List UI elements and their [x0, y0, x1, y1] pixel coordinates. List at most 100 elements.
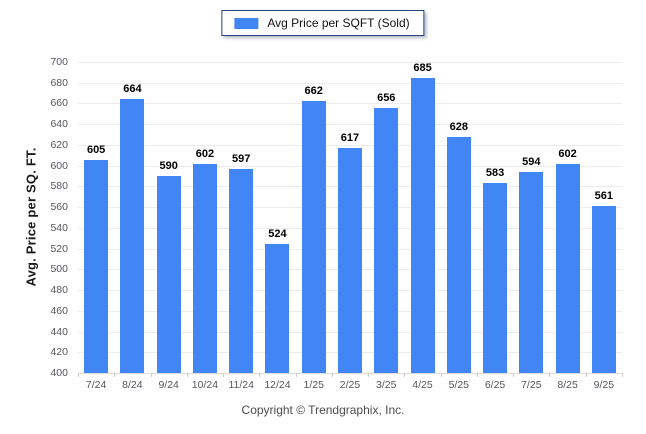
bar-slot: 597 — [223, 62, 259, 373]
y-tick-label: 600 — [50, 159, 68, 172]
y-tick-label: 420 — [50, 346, 68, 359]
gridline — [78, 103, 622, 105]
bar — [156, 176, 181, 373]
bar-value-label: 594 — [522, 155, 541, 168]
x-tick-label: 2/25 — [339, 379, 361, 391]
x-tick-label: 1/25 — [303, 379, 324, 391]
gridline — [78, 144, 622, 146]
bar-slot: 524 — [259, 62, 295, 373]
y-axis-ticks: 400 420 440 460 480 500 520 540 560 580 600 620 640 6… — [0, 56, 72, 379]
bar-value-label: 656 — [377, 91, 396, 104]
bar-slot: 656 — [368, 62, 404, 373]
x-tick-label: 7/24 — [85, 379, 107, 391]
bar-value-label: 628 — [449, 120, 468, 133]
x-axis-tick-mark — [114, 373, 116, 377]
y-tick-label: 440 — [50, 325, 68, 338]
y-tick-label: 700 — [50, 56, 68, 68]
x-axis-tick-mark — [259, 373, 261, 377]
bar — [483, 183, 508, 373]
bar — [519, 171, 544, 373]
copyright-text: Copyright © Trendgraphix, Inc. — [241, 403, 405, 417]
bar-value-label: 617 — [340, 132, 360, 145]
x-tick-label: 12/24 — [264, 379, 291, 391]
y-tick-label: 540 — [50, 221, 68, 234]
y-tick-label: 640 — [50, 118, 68, 131]
x-tick-label: 9/25 — [593, 379, 615, 391]
bar-slot: 602 — [187, 62, 223, 373]
x-tick-label: 6/25 — [484, 379, 506, 391]
bar — [301, 101, 326, 373]
y-tick-label: 660 — [50, 97, 68, 110]
bar-value-label: 561 — [594, 190, 614, 203]
x-tick-label: 11/24 — [228, 379, 254, 391]
x-axis-tick-mark — [186, 373, 188, 377]
x-tick-label: 10/24 — [191, 379, 219, 391]
bar-value-label: 685 — [413, 61, 432, 74]
bar-slot: 590 — [151, 62, 187, 373]
legend: Avg Price per SQFT (Sold) — [221, 10, 425, 36]
legend-swatch — [234, 17, 259, 29]
bar — [120, 99, 145, 373]
x-axis-tick-mark — [622, 373, 623, 377]
x-axis-tick-mark — [440, 373, 442, 377]
bar — [410, 77, 435, 373]
x-axis-labels: 7/24 8/24 9/24 10/24 11/24 12/24 1/25 2/25 3/25 4… — [78, 379, 622, 395]
bar — [446, 136, 471, 373]
y-tick-label: 460 — [50, 304, 68, 317]
bar — [337, 148, 362, 373]
y-tick-label: 500 — [50, 263, 68, 276]
y-tick-label: 400 — [50, 367, 68, 379]
bar — [374, 107, 399, 373]
x-axis-tick-mark — [223, 373, 225, 377]
x-tick-label: 4/25 — [412, 379, 433, 391]
y-tick-label: 520 — [50, 242, 68, 255]
x-axis-tick-mark — [150, 373, 152, 377]
x-tick-label: 8/24 — [122, 379, 143, 391]
x-tick-label: 3/25 — [376, 379, 397, 391]
plot-area: 605 664 590 602 597 524 662 617 656 685 628 583 594 6… — [78, 62, 623, 377]
y-tick-label: 620 — [50, 138, 68, 151]
y-tick-label: 560 — [50, 201, 68, 214]
bar — [229, 168, 254, 373]
x-tick-label: 5/25 — [448, 379, 469, 391]
x-axis-tick-mark — [404, 373, 406, 377]
x-axis-tick-mark — [78, 373, 79, 377]
bar-slot: 685 — [404, 62, 440, 373]
x-axis-baseline — [78, 373, 622, 374]
x-axis-tick-mark — [476, 373, 478, 377]
bar-slot: 617 — [332, 62, 368, 373]
bar-value-label: 597 — [232, 152, 251, 165]
x-tick-label: 7/25 — [521, 379, 542, 391]
bar-value-label: 602 — [558, 147, 577, 160]
bar-value-label: 602 — [195, 147, 215, 160]
bar — [265, 244, 290, 373]
bar-value-label: 664 — [123, 83, 142, 96]
bar-value-label: 662 — [304, 85, 323, 98]
bar-slot: 594 — [513, 62, 549, 373]
bar-slot: 583 — [477, 62, 513, 373]
gridline — [78, 62, 622, 63]
bar-slot: 662 — [296, 62, 332, 373]
bar-value-label: 590 — [159, 160, 178, 173]
x-axis-tick-mark — [368, 373, 370, 377]
bar-slot: 561 — [586, 62, 622, 373]
legend-label: Avg Price per SQFT (Sold) — [267, 16, 410, 30]
x-axis-tick-mark — [331, 373, 333, 377]
x-axis-tick-mark — [549, 373, 551, 377]
bar-slot: 664 — [114, 62, 150, 373]
bar — [84, 160, 109, 373]
y-tick-label: 480 — [50, 284, 68, 297]
y-tick-label: 580 — [50, 180, 68, 193]
bar-value-label: 583 — [485, 167, 505, 180]
gridline — [78, 82, 622, 84]
bar — [555, 163, 580, 373]
bar-slot: 602 — [549, 62, 585, 373]
bar — [192, 163, 217, 373]
bar — [591, 206, 616, 373]
x-tick-label: 8/25 — [557, 379, 578, 391]
x-tick-label: 9/24 — [158, 379, 179, 391]
x-axis-tick-mark — [295, 373, 297, 377]
x-axis-tick-mark — [585, 373, 587, 377]
bar-slot: 628 — [441, 62, 477, 373]
